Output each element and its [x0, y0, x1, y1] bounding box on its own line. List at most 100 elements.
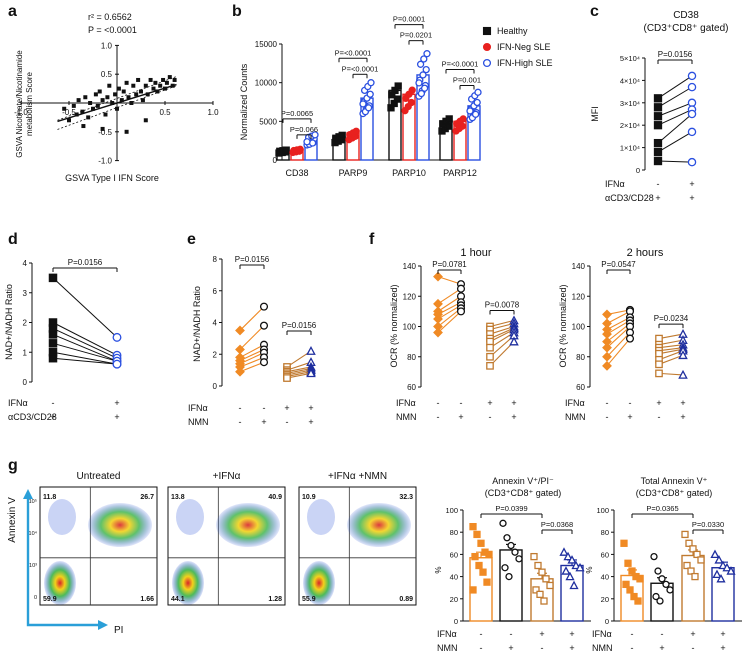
panel-g-quadrant-value: 0.89: [399, 596, 413, 603]
panel-c-point: [653, 103, 663, 112]
panel-f1-point: [486, 352, 494, 361]
panel-f2-point: [602, 351, 612, 362]
panel-e-point: [235, 325, 245, 336]
panel-a-xlabel: GSVA Type I IFN Score: [65, 173, 159, 183]
panel-g2-row2-sign: -: [631, 643, 634, 653]
panel-f2-pair-line: [658, 348, 684, 355]
panel-g1-row2-sign: +: [569, 643, 574, 653]
panel-g-quadrant-value: 10.9: [302, 494, 316, 501]
panel-b-legend-marker: [482, 42, 492, 52]
panel-b-0-pvalue: P=0.066: [290, 125, 318, 134]
panel-g2-point: [624, 559, 632, 567]
panel-a-point: [145, 92, 150, 97]
panel-d-point: [112, 332, 122, 342]
panel-d-point: [48, 330, 58, 339]
panel-g1-point: [471, 552, 479, 561]
panel-c-point: [653, 156, 663, 166]
panel-e-pair-line: [239, 344, 265, 358]
panel-g2-row1-sign: -: [631, 629, 634, 639]
panel-g-flow-tick-label: 10⁵: [29, 498, 37, 505]
panel-a-point: [163, 86, 167, 91]
panel-d-pair-line: [52, 357, 118, 365]
panel-g-flow-title: +IFNα +NMN: [328, 471, 387, 482]
panel-f1-row2-sign: +: [511, 412, 516, 422]
panel-g1-point: [546, 581, 554, 590]
panel-c-point: [687, 109, 697, 119]
panel-g1-point: [567, 555, 577, 564]
panel-f2-point: [678, 369, 688, 379]
panel-b-legend-marker: [482, 26, 492, 36]
panel-g1-subtitle: (CD3⁺CD8⁺ gated): [485, 488, 562, 498]
panel-e-pair-line: [286, 361, 312, 371]
panel-f2-pair-line: [658, 344, 684, 349]
panel-g1-point: [503, 534, 511, 542]
panel-a-point: [113, 92, 118, 97]
panel-f1-row1-sign: +: [511, 398, 516, 408]
panel-a-point: [140, 98, 145, 103]
panel-g2-y-tick-label: 100: [596, 506, 609, 515]
panel-f1-row1-sign: -: [437, 398, 440, 408]
panel-g1-point: [575, 562, 585, 572]
panel-b-point: [366, 90, 374, 98]
panel-f2-y-tick-label: 120: [572, 292, 586, 301]
panel-b-point: [352, 127, 360, 135]
panel-e-point: [259, 321, 269, 330]
panel-g-population: [172, 561, 204, 605]
panel-e-row1-sign: -: [263, 403, 266, 413]
panel-e-pair-line: [239, 356, 265, 368]
panel-c-row2-label: αCD3/CD28: [605, 193, 654, 203]
panel-c-point: [653, 121, 663, 130]
panel-b-point: [474, 88, 482, 96]
panel-b-point: [420, 55, 428, 63]
panel-g1-2-pvalue: P=0.0368: [541, 520, 573, 529]
panel-g1-row2-sign: +: [508, 643, 513, 653]
panel-g2-row1-sign: -: [661, 629, 664, 639]
panel-b-category-label: PARP10: [392, 168, 426, 178]
panel-a-point: [88, 101, 93, 105]
panel-a-x-tick-label: 1.0: [207, 108, 219, 117]
panel-e-y-tick-label: 4: [213, 319, 218, 328]
panel-g-quadrant-value: 55.9: [302, 596, 316, 603]
panel-f1-pair-line: [489, 327, 515, 340]
panel-b-y-tick-label: 0: [273, 156, 278, 165]
panel-c-pvalue: P=0.0156: [658, 50, 693, 59]
panel-b-point: [419, 71, 427, 79]
panel-a-ylabel: GSVA Nicotinate/Nicotinamide: [15, 50, 24, 158]
panel-a-point: [71, 103, 76, 108]
panel-c-row1-sign: -: [657, 179, 660, 189]
panel-d-ylabel: NAD+/NADH Ratio: [4, 284, 14, 360]
panel-g2-point: [716, 573, 726, 583]
panel-a-point: [136, 77, 141, 82]
panel-c-y-tick-label: 3×10⁴: [620, 99, 640, 108]
panel-c-pair-line: [657, 160, 693, 163]
panel-g-quadrant-value: 32.3: [399, 494, 413, 501]
panel-g2-point: [626, 586, 634, 594]
panel-g1-point: [473, 530, 481, 539]
panel-e-point: [283, 374, 291, 382]
panel-e-point: [306, 345, 316, 355]
panel-b-point: [473, 98, 481, 107]
panel-b-point: [296, 145, 304, 153]
panel-b-letter: b: [232, 3, 242, 20]
panel-c-point: [653, 138, 663, 148]
panel-f2-pair-line: [658, 333, 684, 340]
panel-b-point: [423, 50, 431, 58]
panel-f2-row1-sign: +: [656, 398, 661, 408]
panel-g1-y-tick-label: 40: [450, 573, 458, 582]
panel-f1-pair-line: [489, 329, 515, 343]
panel-g1-point: [505, 572, 513, 581]
panel-g1-point: [563, 551, 573, 561]
panel-g2-row2-sign: -: [692, 643, 695, 653]
panel-f2-y-tick-label: 100: [572, 323, 586, 332]
panel-f2-point: [602, 342, 612, 353]
panel-a-point: [62, 106, 67, 111]
panel-f2-pair-line: [658, 350, 684, 361]
panel-a-p: P = <0.0001: [88, 25, 137, 35]
panel-e-pair-line: [239, 306, 265, 331]
panel-b-point: [303, 138, 311, 146]
panel-e-pair-line: [286, 367, 312, 374]
panel-g1-point: [542, 575, 550, 583]
panel-c-y-tick-label: 2×10⁴: [620, 121, 640, 130]
panel-g1-row1-sign: -: [510, 629, 513, 639]
panel-f2-row1-sign: +: [680, 398, 685, 408]
